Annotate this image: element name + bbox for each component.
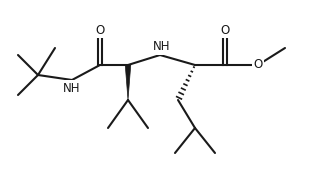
Text: O: O [220,24,230,37]
Text: O: O [253,58,263,71]
Text: O: O [95,24,105,37]
Text: NH: NH [153,40,171,53]
Text: NH: NH [63,81,81,94]
Polygon shape [125,65,131,100]
